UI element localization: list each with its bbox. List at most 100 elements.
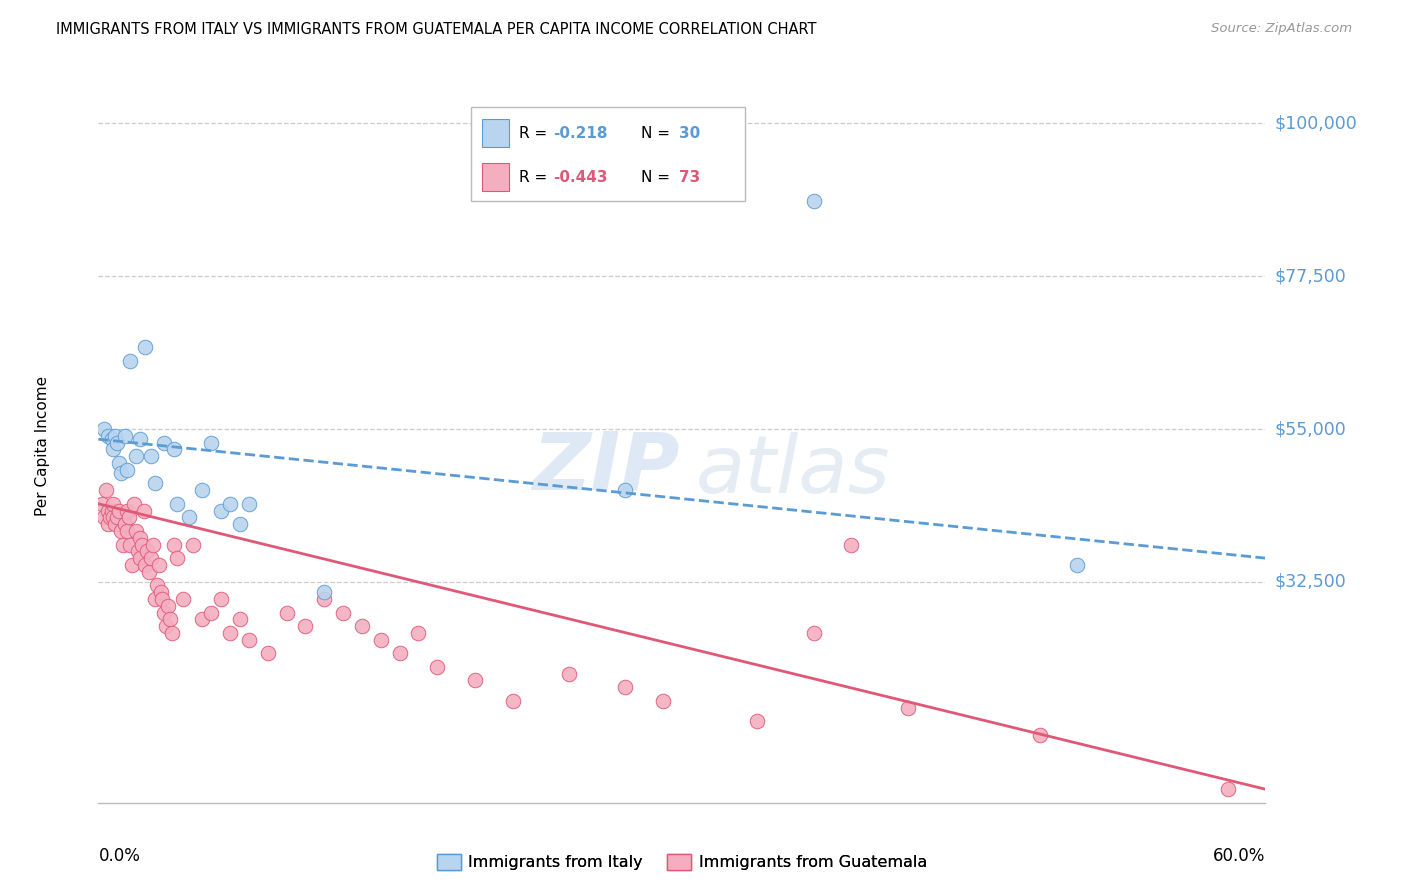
Point	[332, 606, 354, 620]
Point	[127, 544, 149, 558]
Point	[94, 483, 117, 498]
Point	[104, 429, 127, 443]
Point	[120, 537, 142, 551]
Point	[149, 585, 172, 599]
Text: ZIP: ZIP	[533, 428, 679, 507]
Point	[163, 537, 186, 551]
Text: Per Capita Income: Per Capita Income	[35, 376, 49, 516]
Point	[108, 456, 131, 470]
Point	[97, 429, 120, 443]
Point	[652, 694, 675, 708]
Point	[128, 531, 150, 545]
Point	[897, 700, 920, 714]
Point	[128, 551, 150, 566]
Point	[134, 341, 156, 355]
Point	[152, 591, 174, 606]
Point	[160, 626, 183, 640]
Point	[314, 585, 336, 599]
Point	[350, 619, 373, 633]
Point	[100, 503, 122, 517]
Text: $77,500: $77,500	[1275, 267, 1347, 285]
Point	[1066, 558, 1088, 572]
Point	[93, 422, 115, 436]
FancyBboxPatch shape	[482, 163, 509, 191]
Point	[181, 537, 204, 551]
Point	[157, 599, 180, 613]
Point	[120, 354, 142, 368]
Text: N =: N =	[641, 126, 675, 141]
Point	[238, 497, 260, 511]
Point	[228, 517, 250, 532]
Text: 60.0%: 60.0%	[1213, 847, 1265, 865]
Point	[219, 497, 242, 511]
Point	[146, 578, 169, 592]
Point	[803, 194, 825, 209]
Text: -0.218: -0.218	[554, 126, 607, 141]
Point	[143, 476, 166, 491]
Point	[614, 483, 637, 498]
Point	[370, 632, 392, 647]
Text: R =: R =	[519, 169, 553, 185]
Point	[142, 537, 165, 551]
Point	[464, 673, 486, 688]
Point	[134, 558, 156, 572]
Point	[111, 537, 134, 551]
Point	[803, 626, 825, 640]
Point	[839, 537, 862, 551]
Point	[426, 660, 449, 674]
Point	[191, 612, 214, 626]
Point	[177, 510, 200, 524]
Point	[148, 558, 170, 572]
Point	[132, 503, 155, 517]
Point	[98, 510, 121, 524]
Point	[114, 517, 136, 532]
Point	[558, 666, 581, 681]
Point	[200, 606, 222, 620]
Point	[166, 551, 188, 566]
Point	[105, 510, 128, 524]
Point	[153, 606, 176, 620]
Text: Source: ZipAtlas.com: Source: ZipAtlas.com	[1212, 22, 1353, 36]
Point	[200, 435, 222, 450]
Point	[138, 565, 160, 579]
Text: -0.443: -0.443	[554, 169, 607, 185]
Point	[115, 463, 138, 477]
FancyBboxPatch shape	[471, 107, 745, 201]
Point	[219, 626, 242, 640]
Point	[276, 606, 298, 620]
Point	[614, 680, 637, 694]
Point	[108, 503, 131, 517]
Point	[191, 483, 214, 498]
Point	[103, 442, 125, 457]
Point	[159, 612, 181, 626]
Text: 73: 73	[679, 169, 700, 185]
Point	[388, 646, 411, 660]
Point	[314, 591, 336, 606]
Point	[121, 558, 143, 572]
Point	[110, 524, 132, 538]
Point	[1216, 782, 1239, 797]
Text: $55,000: $55,000	[1275, 420, 1347, 438]
Point	[125, 524, 148, 538]
Text: $32,500: $32,500	[1275, 573, 1347, 591]
Point	[155, 619, 177, 633]
Text: atlas: atlas	[696, 432, 890, 510]
Legend: Immigrants from Italy, Immigrants from Guatemala: Immigrants from Italy, Immigrants from G…	[430, 848, 934, 877]
Point	[100, 432, 122, 446]
Point	[139, 449, 162, 463]
Text: N =: N =	[641, 169, 675, 185]
Point	[747, 714, 769, 729]
Point	[166, 497, 188, 511]
Point	[103, 497, 125, 511]
Point	[1028, 728, 1050, 742]
Point	[238, 632, 260, 647]
Point	[103, 510, 125, 524]
Text: 30: 30	[679, 126, 700, 141]
Point	[97, 517, 120, 532]
Point	[105, 435, 128, 450]
Point	[163, 442, 186, 457]
Point	[128, 432, 150, 446]
Point	[117, 510, 139, 524]
Point	[93, 510, 115, 524]
Point	[143, 591, 166, 606]
